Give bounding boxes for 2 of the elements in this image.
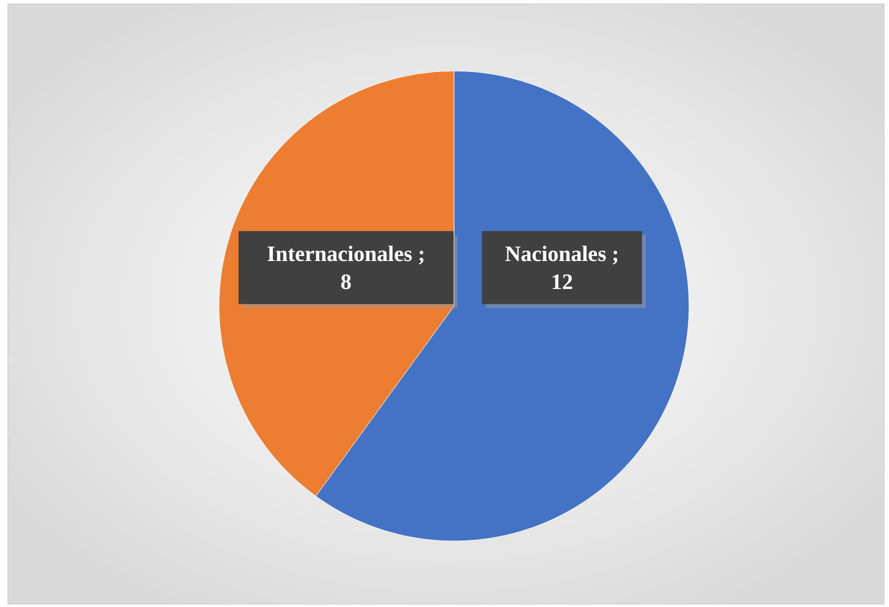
slice-label: Nacionales ; 12	[504, 241, 620, 294]
slice-label: Internacionales ; 8	[266, 241, 426, 294]
